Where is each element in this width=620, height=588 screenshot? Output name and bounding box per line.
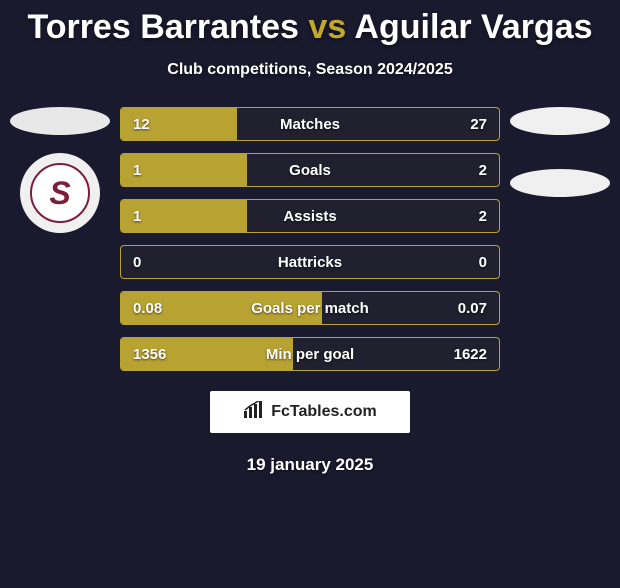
club-badge-inner: S [30,163,90,223]
stat-label: Min per goal [266,346,354,363]
left-column: S [10,107,110,371]
player2-photo-placeholder [510,107,610,135]
stat-row: 1 Goals 2 [120,153,500,187]
stat-left-value: 0 [133,254,141,271]
player1-name: Torres Barrantes [27,8,299,46]
page-title: Torres Barrantes vs Aguilar Vargas [10,8,610,47]
stat-row: 0 Hattricks 0 [120,245,500,279]
stat-right-value: 0 [479,254,487,271]
stat-right-value: 2 [479,162,487,179]
stats-column: 12 Matches 27 1 Goals 2 1 Assists 2 0 Hattricks 0 0.… [120,107,500,371]
stat-left-value: 12 [133,116,150,133]
chart-icon [243,401,265,424]
stat-row: 1356 Min per goal 1622 [120,337,500,371]
stat-right-value: 27 [470,116,487,133]
subtitle: Club competitions, Season 2024/2025 [10,61,610,79]
club-letter: S [49,175,70,212]
stat-label: Assists [283,208,336,225]
branding-box[interactable]: FcTables.com [210,391,410,433]
date-label: 19 january 2025 [10,455,610,475]
player2-club-placeholder [510,169,610,197]
stat-right-value: 0.07 [458,300,487,317]
player2-name: Aguilar Vargas [354,8,592,46]
content-row: S 12Matches271Goals21Assists20Hattricks0… [10,107,610,371]
player1-club-badge: S [20,153,100,233]
right-column [510,107,610,371]
stat-left-value: 1356 [133,346,166,363]
comparison-widget: Torres Barrantes vs Aguilar Vargas Club … [0,8,620,475]
stat-right-value: 2 [479,208,487,225]
stat-row: 0.08 Goals per match 0.07 [120,291,500,325]
vs-label: vs [308,8,346,46]
stat-label: Hattricks [278,254,342,271]
stat-left-value: 1 [133,162,141,179]
stat-left-value: 1 [133,208,141,225]
stat-left-value: 0.08 [133,300,162,317]
branding-text: FcTables.com [271,403,377,421]
player1-photo-placeholder [10,107,110,135]
stat-row: 1 Assists 2 [120,199,500,233]
stat-label: Goals per match [251,300,369,317]
stat-label: Goals [289,162,331,179]
stat-right-value: 1622 [454,346,487,363]
stat-row: 12 Matches 27 [120,107,500,141]
stat-label: Matches [280,116,340,133]
